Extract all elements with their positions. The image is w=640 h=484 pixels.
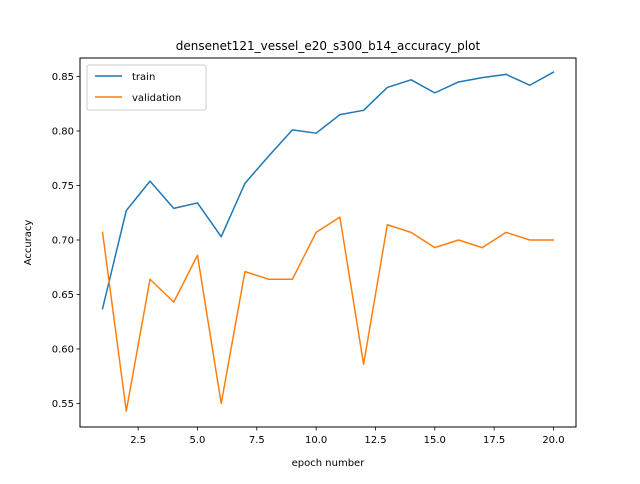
y-tick-label: 0.60 (52, 344, 74, 355)
series-line-validation (101, 216, 555, 412)
y-tick-label: 0.55 (52, 399, 74, 410)
x-tick-label: 17.5 (483, 435, 505, 446)
series-layer (101, 71, 555, 412)
y-tick-label: 0.80 (52, 127, 74, 138)
x-axis-label: epoch number (292, 458, 366, 469)
x-tick-label: 15.0 (424, 435, 446, 446)
x-axis-ticks: 2.5 5.0 7.5 10.0 12.5 15.0 17.5 20.0 (130, 427, 565, 446)
x-tick-label: 10.0 (305, 435, 327, 446)
x-tick-label: 5.0 (190, 435, 206, 446)
x-tick-label: 2.5 (130, 435, 146, 446)
chart-title: densenet121_vessel_e20_s300_b14_accuracy… (176, 39, 481, 53)
y-axis-ticks: 0.55 0.60 0.65 0.70 0.75 0.80 0.85 (52, 72, 80, 410)
y-tick-label: 0.75 (52, 181, 74, 192)
plot-frame (79, 57, 577, 428)
y-tick-label: 0.70 (52, 235, 74, 246)
legend-label-train: train (132, 72, 155, 83)
y-tick-label: 0.65 (52, 290, 74, 301)
y-axis-label: Accuracy (23, 220, 34, 266)
legend: train validation (86, 64, 207, 111)
legend-label-validation: validation (132, 93, 181, 104)
x-tick-label: 7.5 (249, 435, 265, 446)
x-tick-label: 12.5 (364, 435, 386, 446)
series-line-train (101, 71, 555, 310)
y-tick-label: 0.85 (52, 72, 74, 83)
x-tick-label: 20.0 (542, 435, 564, 446)
